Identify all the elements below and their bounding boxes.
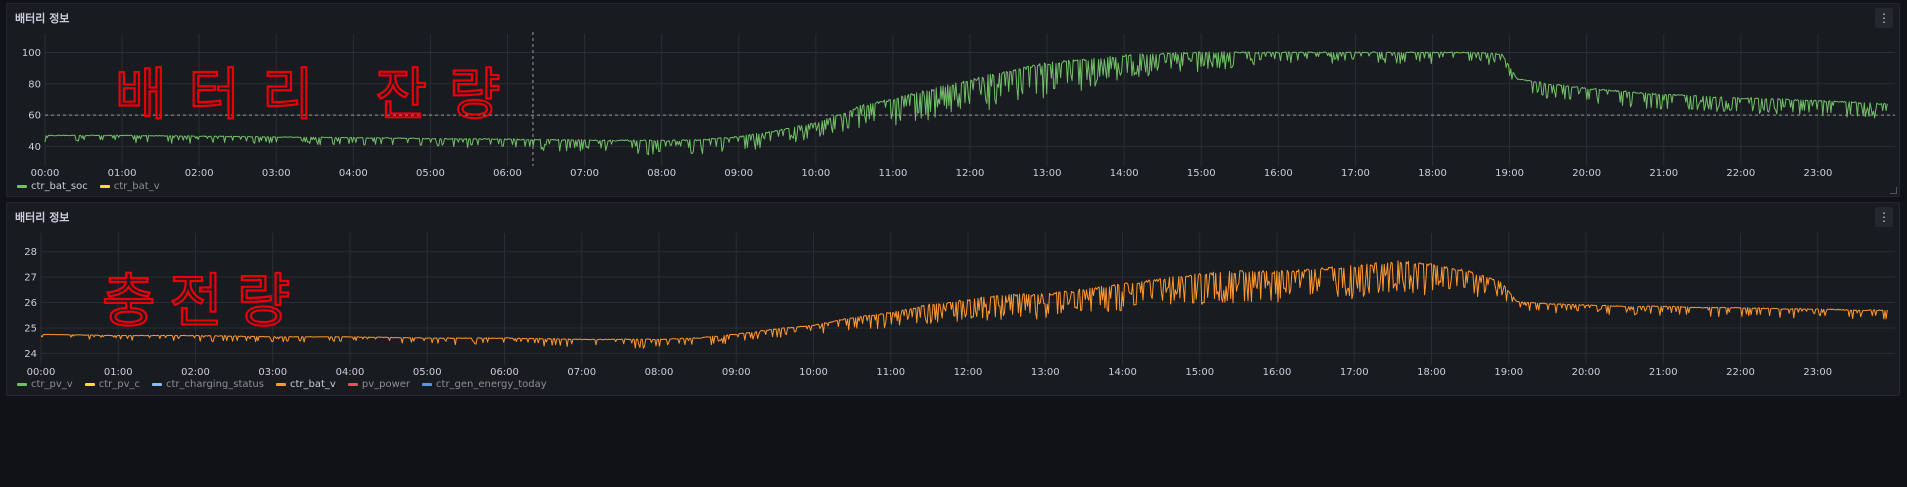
x-tick-label: 03:00 <box>258 367 287 378</box>
voltage-line-chart[interactable]: 00:00 01:00 02:00 03:00 04:00 05:00 06:00 07:00… <box>7 203 1901 397</box>
x-tick-label: 01:00 <box>108 168 137 179</box>
x-tick-label: 16:00 <box>1264 168 1293 179</box>
legend-label: ctr_pv_c <box>98 379 141 390</box>
x-tick-label: 05:00 <box>416 168 445 179</box>
x-tick-label: 00:00 <box>27 367 56 378</box>
panel-menu-button[interactable]: ⋮ <box>1875 8 1893 28</box>
x-tick-label: 00:00 <box>31 168 60 179</box>
x-tick-label: 17:00 <box>1340 367 1369 378</box>
legend-label: ctr_bat_soc <box>31 181 88 192</box>
vertical-ellipsis-icon: ⋮ <box>1878 210 1890 224</box>
x-tick-label: 01:00 <box>104 367 133 378</box>
chart-grid <box>40 233 1895 365</box>
legend-swatch <box>347 383 358 386</box>
legend-label: ctr_bat_v <box>289 379 336 390</box>
y-tick-label: 100 <box>22 48 41 59</box>
series-line-ctr_bat_soc[interactable] <box>44 51 1888 156</box>
x-tick-label: 03:00 <box>262 168 291 179</box>
legend-item-pv_power[interactable]: pv_power <box>347 379 411 390</box>
soc-line-chart[interactable]: 00:00 01:00 02:00 03:00 04:00 05:00 06:00 07:00… <box>7 4 1901 198</box>
legend-swatch <box>275 383 286 386</box>
x-tick-label: 10:00 <box>801 168 830 179</box>
x-tick-label: 04:00 <box>336 367 365 378</box>
series-line-ctr_bat_v[interactable] <box>40 260 1888 349</box>
x-tick-label: 06:00 <box>493 168 522 179</box>
x-tick-label: 15:00 <box>1185 367 1214 378</box>
y-tick-label: 27 <box>24 273 37 284</box>
handwritten-annotation: 충전량 <box>102 267 304 335</box>
x-tick-label: 23:00 <box>1804 168 1833 179</box>
chart-legend: ctr_bat_soc ctr_bat_v <box>17 181 160 192</box>
battery-voltage-panel: 배터리 정보 ⋮ 00:00 01:00 02:00 03:00 04:00 05:00 0… <box>6 202 1900 396</box>
battery-soc-panel: 배터리 정보 ⋮ 00:00 01:00 02:00 03:00 04:00 05:00 0… <box>6 3 1900 197</box>
x-tick-label: 10:00 <box>799 367 828 378</box>
legend-item-ctr_bat_soc[interactable]: ctr_bat_soc <box>17 181 88 192</box>
x-tick-label: 18:00 <box>1418 168 1447 179</box>
x-tick-label: 11:00 <box>876 367 905 378</box>
legend-item-ctr_pv_c[interactable]: ctr_pv_c <box>84 379 141 390</box>
legend-label: ctr_charging_status <box>166 379 264 390</box>
x-tick-label: 19:00 <box>1495 168 1524 179</box>
x-tick-label: 12:00 <box>956 168 985 179</box>
y-tick-label: 60 <box>28 111 41 122</box>
legend-label: ctr_pv_v <box>31 379 73 390</box>
y-tick-label: 25 <box>24 323 37 334</box>
panel-title: 배터리 정보 <box>15 12 70 25</box>
y-tick-label: 28 <box>24 247 37 258</box>
legend-label: ctr_bat_v <box>113 181 160 192</box>
x-tick-label: 18:00 <box>1417 367 1446 378</box>
legend-item-ctr_bat_v[interactable]: ctr_bat_v <box>99 181 160 192</box>
vertical-ellipsis-icon: ⋮ <box>1878 11 1890 25</box>
x-tick-label: 13:00 <box>1033 168 1062 179</box>
x-tick-label: 23:00 <box>1803 367 1832 378</box>
x-tick-label: 06:00 <box>490 367 519 378</box>
legend-item-ctr_gen_energy_today[interactable]: ctr_gen_energy_today <box>422 379 547 390</box>
legend-item-ctr_bat_v[interactable]: ctr_bat_v <box>275 379 336 390</box>
x-tick-label: 15:00 <box>1187 168 1216 179</box>
x-tick-label: 13:00 <box>1031 367 1060 378</box>
x-tick-label: 21:00 <box>1649 367 1678 378</box>
x-tick-label: 09:00 <box>724 168 753 179</box>
x-tick-label: 04:00 <box>339 168 368 179</box>
x-tick-label: 02:00 <box>181 367 210 378</box>
legend-swatch <box>17 185 27 188</box>
x-tick-label: 20:00 <box>1572 168 1601 179</box>
x-tick-label: 07:00 <box>570 168 599 179</box>
x-tick-label: 14:00 <box>1108 367 1137 378</box>
x-tick-label: 14:00 <box>1110 168 1139 179</box>
panel-title: 배터리 정보 <box>15 211 70 224</box>
legend-swatch <box>422 383 433 386</box>
x-tick-label: 08:00 <box>647 168 676 179</box>
x-tick-label: 17:00 <box>1341 168 1370 179</box>
x-tick-label: 19:00 <box>1494 367 1523 378</box>
y-tick-label: 40 <box>28 142 41 153</box>
handwritten-annotation: 배터리 잔량 <box>115 63 522 128</box>
legend-swatch <box>152 383 163 386</box>
x-tick-label: 22:00 <box>1726 367 1755 378</box>
legend-item-ctr_pv_v[interactable]: ctr_pv_v <box>17 379 73 390</box>
panel-menu-button[interactable]: ⋮ <box>1875 207 1893 227</box>
x-tick-label: 11:00 <box>879 168 908 179</box>
x-tick-label: 20:00 <box>1572 367 1601 378</box>
x-tick-label: 12:00 <box>954 367 983 378</box>
x-tick-label: 22:00 <box>1726 168 1755 179</box>
legend-swatch <box>99 185 110 188</box>
x-tick-label: 09:00 <box>722 367 751 378</box>
legend-swatch <box>17 383 27 386</box>
legend-label: ctr_gen_energy_today <box>436 379 547 390</box>
resize-handle[interactable] <box>1890 187 1897 194</box>
x-tick-label: 16:00 <box>1263 367 1292 378</box>
x-tick-label: 05:00 <box>413 367 442 378</box>
legend-label: pv_power <box>361 379 411 390</box>
y-tick-label: 26 <box>24 298 37 309</box>
x-tick-label: 02:00 <box>185 168 214 179</box>
x-tick-label: 08:00 <box>645 367 674 378</box>
y-tick-label: 80 <box>28 79 41 90</box>
legend-swatch <box>84 383 95 386</box>
chart-legend: ctr_pv_v ctr_pv_c ctr_charging_status ctr_b… <box>17 379 547 390</box>
legend-item-ctr_charging_status[interactable]: ctr_charging_status <box>152 379 264 390</box>
x-tick-label: 07:00 <box>567 367 596 378</box>
x-tick-label: 21:00 <box>1649 168 1678 179</box>
y-tick-label: 24 <box>24 349 37 360</box>
